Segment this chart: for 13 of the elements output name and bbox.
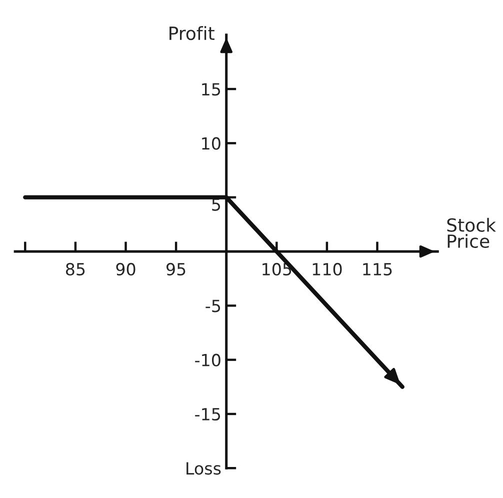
y-tick-label: -10: [195, 354, 220, 366]
x-tick-label: 115: [363, 263, 392, 276]
x-tick-label: 85: [66, 262, 85, 276]
y-tick-label: -15: [195, 408, 220, 421]
y-tick-label: 10: [202, 137, 220, 150]
x-tick-label: 90: [116, 262, 136, 276]
y-tick-label: 15: [202, 83, 220, 96]
x-tick-label: 95: [166, 262, 186, 276]
y-tick-label: Loss: [186, 462, 221, 475]
x-axis-title: Stock Price: [447, 218, 496, 248]
y-tick-label: -5: [206, 300, 220, 312]
x-tick-label: 110: [312, 262, 342, 276]
y-axis-title: Profit: [170, 26, 214, 40]
